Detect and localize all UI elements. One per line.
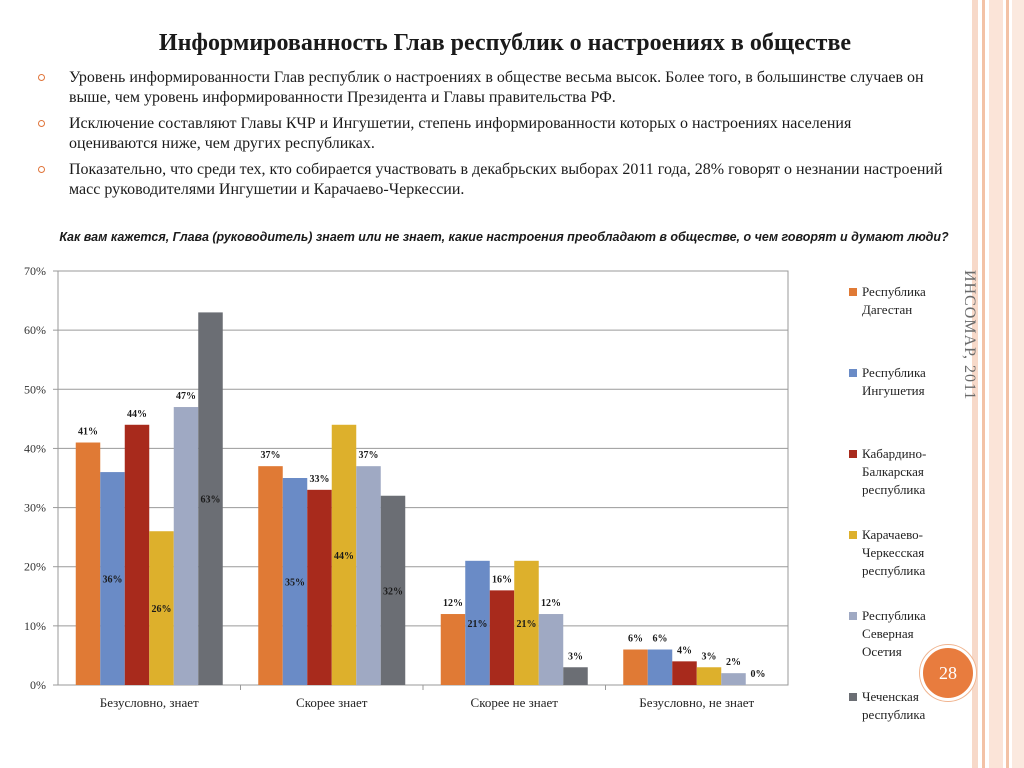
bullet-item: Показательно, что среди тех, кто собирае… [38,160,943,200]
y-tick-label: 70% [24,264,46,278]
data-label: 21% [468,619,488,630]
bar [440,614,466,685]
bullet-item: Уровень информированности Глав республик… [38,68,943,108]
bar [489,590,515,685]
legend-swatch [849,288,857,296]
data-label: 3% [568,651,583,662]
data-label: 37% [359,450,379,461]
data-label: 47% [176,391,196,402]
bullet-text: Исключение составляют Главы КЧР и Ингуше… [69,115,852,152]
bar [75,442,101,685]
bar [124,424,150,685]
chart-title: Как вам кажется, Глава (руководитель) зн… [59,230,949,244]
bullet-item: Исключение составляют Главы КЧР и Ингуше… [38,114,943,154]
bullet-circle-icon [38,166,45,173]
bar [672,661,697,685]
y-tick-label: 10% [24,619,46,633]
bar [563,667,588,685]
slide-title: Информированность Глав республик о настр… [158,30,852,56]
bullet-circle-icon [38,120,45,127]
x-category-label: Скорее знает [296,695,368,710]
legend-label: Республика Северная Осетия [862,608,926,659]
data-label: 12% [443,598,463,609]
page-number-badge: 28 [920,645,976,701]
bullet-list: Уровень информированности Глав республик… [38,68,943,206]
source-watermark: ИНСОМАР, 2011 [961,270,978,401]
data-label: 3% [702,651,717,662]
bar [198,312,223,685]
y-tick-label: 60% [24,323,46,337]
bar [173,407,199,685]
bar [623,649,648,685]
y-tick-label: 0% [30,678,46,692]
y-tick-label: 20% [24,560,46,574]
bar [538,614,564,685]
legend-swatch [849,612,857,620]
bullet-circle-icon [38,74,45,81]
bullet-text: Уровень информированности Глав республик… [69,69,924,106]
data-label: 0% [751,669,766,680]
y-tick-label: 30% [24,501,46,515]
data-label: 21% [517,619,537,630]
x-category-label: Безусловно, знает [100,695,199,710]
legend-label: Карачаево-Черкесская республика [862,527,926,578]
bar [696,667,722,685]
bar [465,560,490,685]
bullet-text: Показательно, что среди тех, кто собирае… [69,161,943,198]
x-category-label: Скорее не знает [471,695,559,710]
data-label: 32% [383,586,403,597]
legend-label: Чеченская республика [862,689,926,722]
data-label: 33% [310,474,330,485]
data-label: 6% [628,634,643,645]
data-label: 41% [78,427,98,438]
bar [380,495,406,685]
x-category-label: Безусловно, не знает [639,695,754,710]
legend-label: Республика Дагестан [862,284,926,317]
legend-label: Кабардино-Балкарская республика [862,446,926,497]
decorative-stripes [972,0,1024,768]
y-tick-label: 40% [24,441,46,455]
data-label: 26% [152,604,172,615]
y-tick-label: 50% [24,382,46,396]
legend-swatch [849,693,857,701]
data-label: 35% [285,578,305,589]
bar [647,649,673,685]
bar [149,531,174,685]
bar [258,466,283,685]
data-label: 16% [492,574,512,585]
data-label: 12% [541,598,561,609]
bar-chart: 0% 10% 20% 30% 40% 50% 60% 70% Безусловно, знает… [24,264,926,722]
data-label: 44% [127,409,147,420]
data-label: 63% [201,495,221,506]
data-label: 6% [653,634,668,645]
bar [721,673,746,685]
bar [100,472,125,685]
legend-swatch [849,369,857,377]
legend-label: Республика Ингушетия [862,365,926,398]
bar [356,466,381,685]
legend-swatch [849,531,857,539]
data-label: 44% [334,551,354,562]
bar [514,560,539,685]
data-label: 36% [103,575,123,586]
data-label: 4% [677,645,692,656]
data-label: 37% [261,450,281,461]
bar [282,478,308,685]
data-label: 2% [726,657,741,668]
legend-swatch [849,450,857,458]
bar [331,424,357,685]
bar [307,489,332,685]
